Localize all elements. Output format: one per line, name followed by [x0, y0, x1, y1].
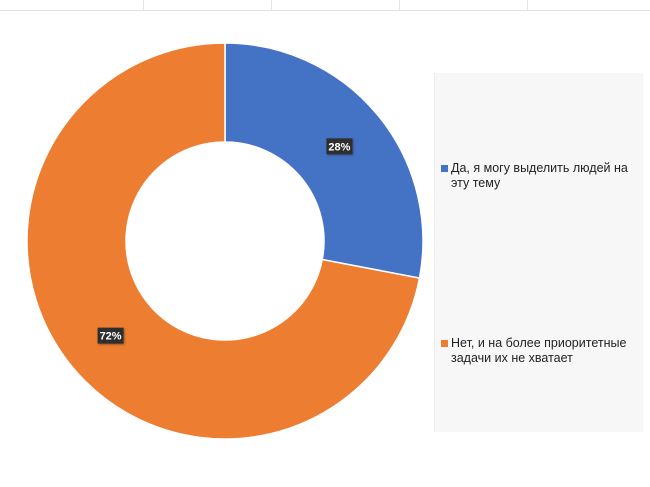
chart-legend[interactable]: Да, я могу выделить людей на эту тему Не… — [434, 73, 643, 432]
legend-label-no: Нет, и на более приоритетные задачи их н… — [451, 336, 627, 365]
data-label-yes: 28% — [326, 138, 353, 155]
data-label-text-no: 72% — [100, 331, 122, 343]
chart-area[interactable]: 28% 72% Да, я могу выделить людей на эту … — [0, 12, 650, 487]
legend-swatch-no — [441, 340, 448, 347]
donut-slice-yes[interactable] — [224, 42, 424, 279]
data-label-box-no — [97, 327, 124, 344]
legend-item-yes[interactable]: Да, я могу выделить людей на эту тему — [441, 161, 641, 191]
legend-swatch-yes — [441, 165, 448, 172]
legend-label-yes: Да, я могу выделить людей на эту тему — [451, 161, 628, 190]
data-label-box-yes — [326, 138, 353, 155]
sheet-grid-strip — [0, 0, 650, 11]
donut-slice-no[interactable] — [26, 42, 421, 440]
legend-item-no[interactable]: Нет, и на более приоритетные задачи их н… — [441, 336, 641, 366]
data-label-no: 72% — [97, 327, 124, 344]
donut-chart[interactable]: 28% 72% — [0, 12, 650, 487]
data-label-text-yes: 28% — [328, 141, 350, 153]
